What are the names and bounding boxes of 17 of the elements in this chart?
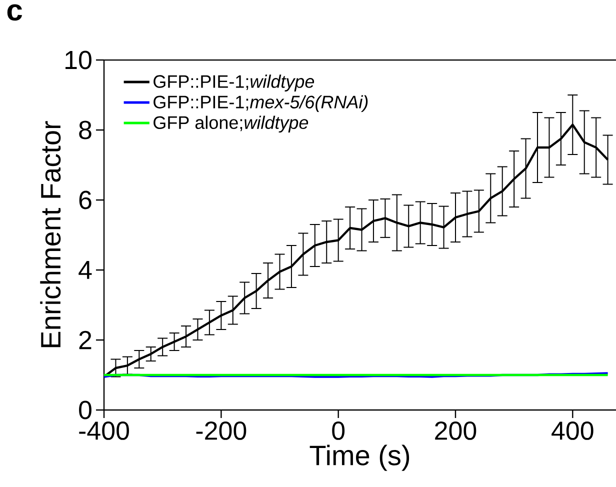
x-tick-label: -400	[79, 422, 129, 440]
legend-label: GFP alone;wildtype	[154, 116, 308, 133]
x-axis-title: Time (s)	[310, 444, 410, 471]
x-tick-label: 0	[332, 422, 345, 440]
y-axis-title: Enrichment Factor	[40, 121, 61, 348]
x-tick-label: 200	[435, 422, 476, 440]
y-tick-label: 6	[79, 190, 92, 210]
y-tick-label: 0	[79, 400, 92, 420]
y-tick-label: 10	[66, 50, 92, 70]
x-tick-label: 400	[552, 422, 594, 440]
legend-label: GFP::PIE-1;wildtype	[154, 74, 314, 92]
y-tick-label: 8	[79, 120, 92, 140]
x-tick-label: -200	[196, 422, 246, 440]
legend-label: GFP::PIE-1;mex-5/6(RNAi)	[154, 95, 368, 112]
text: c	[7, 4, 22, 21]
y-tick-label: 2	[79, 330, 92, 350]
y-tick-label: 4	[78, 261, 92, 279]
